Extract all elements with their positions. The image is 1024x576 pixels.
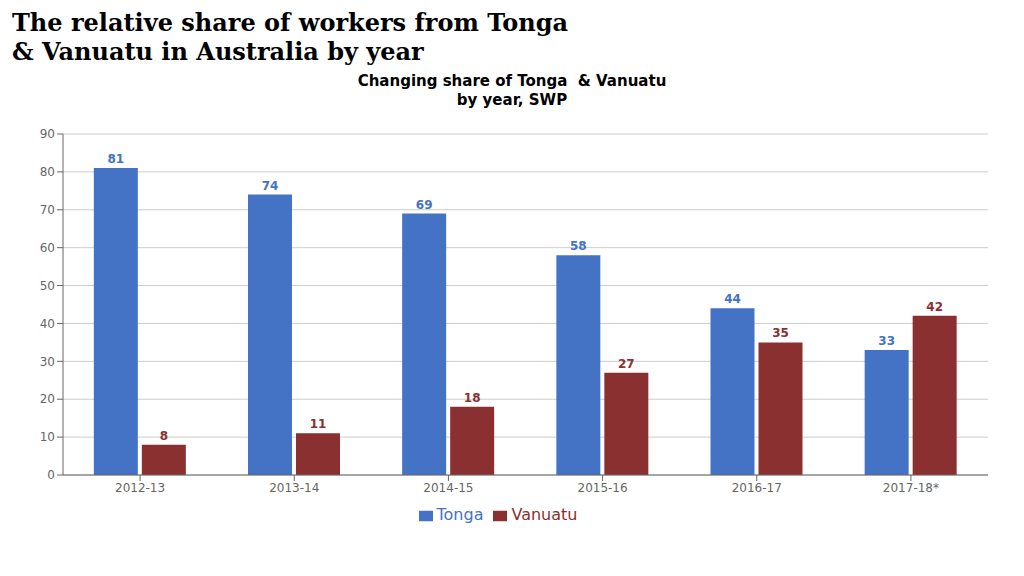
svg-text:44: 44 — [724, 292, 741, 306]
svg-text:69: 69 — [416, 198, 433, 212]
svg-text:10: 10 — [40, 430, 55, 444]
html-text:The relative share of workers: The relative share of workers from Tonga… — [12, 8, 569, 66]
svg-text:2017-18*: 2017-18* — [883, 481, 939, 495]
svg-text:18: 18 — [464, 391, 481, 405]
svg-text:81: 81 — [107, 152, 124, 166]
svg-text:2014-15: 2014-15 — [423, 481, 473, 495]
svg-text:58: 58 — [570, 239, 587, 253]
svg-text:2016-17: 2016-17 — [732, 481, 782, 495]
svg-text:27: 27 — [618, 357, 635, 371]
svg-text:2015-16: 2015-16 — [578, 481, 628, 495]
svg-text:90: 90 — [40, 127, 55, 141]
svg-text:80: 80 — [40, 165, 55, 179]
svg-text:0: 0 — [47, 468, 55, 482]
svg-text:8: 8 — [160, 429, 168, 443]
svg-text:35: 35 — [772, 326, 789, 340]
svg-text:70: 70 — [40, 203, 55, 217]
html-text:Changing share of Tonga & Vanu: Changing share of Tonga & Vanuatu by yea… — [357, 72, 667, 109]
svg-text:2012-13: 2012-13 — [115, 481, 165, 495]
svg-text:40: 40 — [40, 317, 55, 331]
svg-text:20: 20 — [40, 392, 55, 406]
svg-text:50: 50 — [40, 279, 55, 293]
svg-text:11: 11 — [310, 417, 327, 431]
html-text:Tonga: Tonga — [436, 505, 484, 524]
svg-text:2013-14: 2013-14 — [269, 481, 319, 495]
svg-text:33: 33 — [878, 334, 895, 348]
html-text:Vanuatu: Vanuatu — [511, 505, 578, 524]
svg-text:42: 42 — [926, 300, 943, 314]
svg-text:74: 74 — [262, 179, 279, 193]
svg-text:60: 60 — [40, 241, 55, 255]
svg-text:30: 30 — [40, 355, 55, 369]
